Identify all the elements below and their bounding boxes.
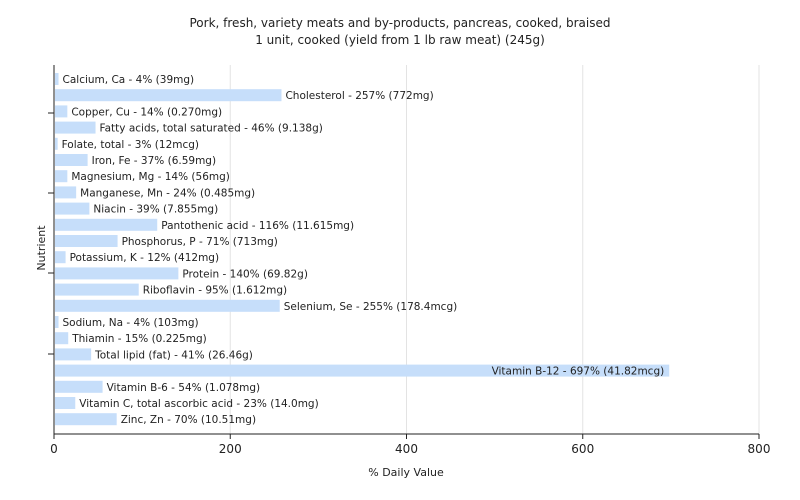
bar-label-18: Vitamin B-12 - 697% (41.82mcg) [492,366,665,378]
bar-label-7: Manganese, Mn - 24% (0.485mg) [80,187,255,199]
bar-1 [55,89,282,102]
bar-label-16: Thiamin - 15% (0.225mg) [71,333,207,345]
bar-label-21: Zinc, Zn - 70% (10.51mg) [121,414,256,426]
bars: Calcium, Ca - 4% (39mg) Cholesterol - 257… [55,73,670,426]
bar-label-19: Vitamin B-6 - 54% (1.078mg) [107,382,261,394]
bar-label-10: Phosphorus, P - 71% (713mg) [122,236,278,248]
bar-17 [55,348,92,361]
x-tick-label: 800 [748,442,771,456]
bar-label-12: Protein - 140% (69.82g) [182,268,308,280]
bar-label-11: Potassium, K - 12% (412mg) [70,252,220,264]
bar-13 [55,283,139,296]
bar-14 [55,299,280,312]
bar-7 [55,186,77,199]
x-tick-label: 400 [395,442,418,456]
x-tick-label: 600 [571,442,594,456]
bar-label-14: Selenium, Se - 255% (178.4mcg) [284,301,458,313]
bar-10 [55,235,118,247]
bar-15 [55,316,59,328]
gridlines [229,65,760,434]
bar-2 [55,105,68,118]
bar-3 [55,121,96,134]
bar-5 [55,154,88,166]
bar-label-13: Riboflavin - 95% (1.612mg) [143,285,287,297]
bar-label-3: Fatty acids, total saturated - 46% (9.13… [100,123,323,135]
bar-label-2: Copper, Cu - 14% (0.270mg) [71,106,222,118]
bar-16 [55,332,69,345]
bar-20 [55,397,76,409]
bar-6 [55,170,68,183]
y-axis-title: Nutrient [35,225,48,271]
bar-12 [55,267,179,280]
chart-subtitle: 1 unit, cooked (yield from 1 lb raw meat… [255,33,545,47]
bar-0 [55,73,59,85]
bar-label-9: Pantothenic acid - 116% (11.615mg) [161,220,354,232]
bar-label-15: Sodium, Na - 4% (103mg) [63,317,199,329]
bar-label-6: Magnesium, Mg - 14% (56mg) [71,171,230,183]
bar-label-0: Calcium, Ca - 4% (39mg) [63,74,195,86]
x-tick-label: 200 [219,442,242,456]
bar-4 [55,137,58,150]
bar-18 [55,364,670,377]
bar-label-4: Folate, total - 3% (12mcg) [62,139,199,151]
bar-label-5: Iron, Fe - 37% (6.59mg) [92,155,216,167]
bar-8 [55,202,90,215]
bar-9 [55,218,158,231]
bar-label-1: Cholesterol - 257% (772mg) [285,90,433,102]
x-axis-title: % Daily Value [368,466,444,479]
bar-label-8: Niacin - 39% (7.855mg) [93,204,218,216]
bar-11 [55,251,66,264]
x-ticks: 0 200 400 600 800 [48,112,771,456]
bar-19 [55,380,103,393]
bar-21 [55,413,117,426]
chart-title: Pork, fresh, variety meats and by-produc… [190,16,611,30]
x-tick-label: 0 [50,442,58,456]
bar-label-20: Vitamin C, total ascorbic acid - 23% (14… [79,398,318,410]
bar-label-17: Total lipid (fat) - 41% (26.46g) [94,349,253,361]
